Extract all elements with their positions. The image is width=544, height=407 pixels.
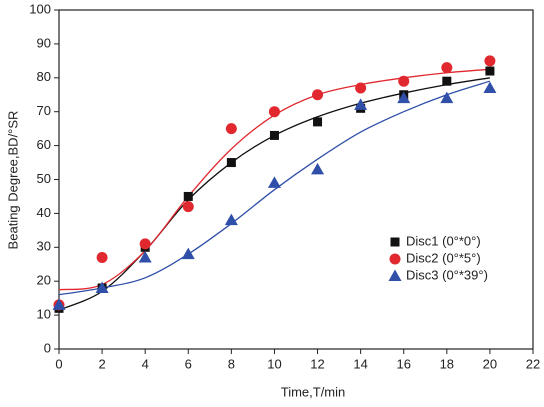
marker-triangle (181, 247, 195, 260)
marker-circle (139, 238, 151, 250)
y-tick-label: 70 (37, 103, 51, 118)
marker-square (313, 117, 323, 127)
x-tick-label: 4 (142, 356, 149, 371)
marker-circle (225, 123, 237, 135)
marker-square (226, 158, 236, 168)
marker-triangle (267, 176, 281, 188)
y-tick-label: 80 (37, 69, 51, 84)
y-tick-label: 90 (37, 35, 51, 50)
marker-triangle (440, 91, 454, 104)
legend-label: Disc2 (0°*5°) (406, 250, 481, 265)
x-tick-label: 22 (526, 356, 540, 371)
marker-circle (441, 62, 453, 74)
marker-circle (182, 201, 194, 213)
legend-label: Disc1 (0°*0°) (406, 233, 481, 248)
marker-circle (312, 89, 324, 101)
marker-square (390, 237, 400, 247)
y-tick-label: 60 (37, 137, 51, 152)
marker-circle (398, 75, 410, 87)
marker-triangle (224, 213, 238, 226)
y-tick-label: 10 (37, 307, 51, 322)
marker-triangle (138, 250, 152, 263)
y-tick-label: 20 (37, 273, 51, 288)
marker-circle (484, 55, 496, 67)
x-tick-label: 14 (353, 356, 367, 371)
x-tick-label: 12 (310, 356, 324, 371)
y-tick-label: 40 (37, 205, 51, 220)
x-tick-label: 10 (267, 356, 281, 371)
x-axis-label: Time,T/min (281, 384, 346, 399)
marker-triangle (52, 298, 66, 310)
marker-circle (96, 251, 108, 263)
y-tick-label: 100 (29, 1, 51, 16)
y-tick-label: 50 (37, 171, 51, 186)
x-tick-label: 16 (396, 356, 410, 371)
marker-triangle (388, 269, 402, 281)
marker-triangle (311, 162, 325, 175)
x-tick-label: 2 (98, 356, 105, 371)
x-tick-label: 18 (440, 356, 454, 371)
marker-square (269, 130, 279, 140)
x-tick-label: 8 (228, 356, 235, 371)
marker-circle (389, 253, 401, 265)
marker-circle (268, 106, 280, 118)
marker-square (442, 76, 452, 86)
x-tick-label: 6 (185, 356, 192, 371)
marker-triangle (397, 91, 411, 104)
y-tick-label: 30 (37, 239, 51, 254)
fit-curve (58, 80, 491, 296)
y-tick-label: 0 (44, 340, 51, 355)
marker-triangle (95, 281, 109, 293)
x-tick-label: 0 (55, 356, 62, 371)
y-axis-label: Beating Degree,BD/°SR (5, 111, 20, 250)
marker-triangle (483, 81, 497, 93)
marker-triangle (354, 98, 368, 110)
x-tick-label: 20 (483, 356, 497, 371)
marker-circle (355, 82, 367, 94)
marker-square (485, 66, 495, 76)
legend-label: Disc3 (0°*39°) (406, 267, 488, 282)
plot-frame (58, 9, 534, 350)
marker-square (183, 191, 193, 201)
